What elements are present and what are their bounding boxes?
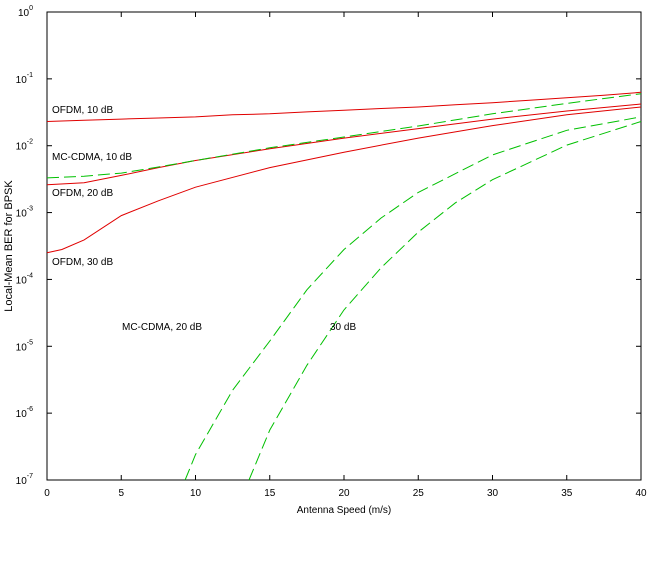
x-tick-label: 20 (338, 488, 350, 499)
series-line (46, 106, 642, 254)
series-line (46, 93, 642, 179)
y-axis-label: Local-Mean BER for BPSK (3, 180, 15, 312)
y-tick-exponent: -4 (27, 272, 33, 279)
x-tick-label: 35 (561, 488, 573, 499)
y-tick-label: 10-5 (16, 339, 33, 353)
y-tick-label: 10-7 (16, 473, 33, 487)
y-tick-exponent: -6 (27, 406, 33, 413)
x-tick-label: 5 (118, 488, 124, 499)
y-tick-label: 10-1 (16, 72, 33, 86)
y-tick-base: 10 (16, 342, 28, 353)
x-tick-label: 10 (190, 488, 202, 499)
plot-frame (46, 11, 642, 481)
x-tick-label: 40 (635, 488, 647, 499)
annotation: MC-CDMA, 10 dB (52, 152, 132, 163)
y-tick-label: 10-4 (16, 272, 33, 286)
series-line (46, 103, 642, 186)
y-tick-exponent: -1 (27, 72, 33, 79)
y-tick-base: 10 (16, 476, 28, 487)
y-tick-base: 10 (16, 209, 28, 220)
y-tick-base: 10 (18, 8, 30, 19)
annotation: 30 dB (330, 322, 356, 333)
series-line (248, 121, 642, 481)
x-tick-label: 30 (487, 488, 499, 499)
annotation: OFDM, 30 dB (52, 257, 113, 268)
x-tick-label: 15 (264, 488, 276, 499)
y-tick-base: 10 (16, 409, 28, 420)
annotation: OFDM, 20 dB (52, 188, 113, 199)
series-line (46, 91, 642, 122)
x-axis-label: Antenna Speed (m/s) (297, 505, 392, 516)
y-tick-exponent: -5 (27, 339, 33, 346)
y-tick-base: 10 (16, 142, 28, 153)
annotation: OFDM, 10 dB (52, 105, 113, 116)
y-tick-label: 10-6 (16, 406, 33, 420)
y-tick-exponent: -7 (27, 473, 33, 480)
y-tick-exponent: -2 (27, 139, 33, 146)
y-tick-base: 10 (16, 275, 28, 286)
y-tick-label: 10-3 (16, 206, 33, 220)
annotation: MC-CDMA, 20 dB (122, 322, 202, 333)
y-tick-label: 100 (18, 5, 33, 19)
y-tick-base: 10 (16, 75, 28, 86)
x-tick-label: 25 (413, 488, 425, 499)
y-tick-exponent: -3 (27, 206, 33, 213)
y-tick-label: 10-2 (16, 139, 33, 153)
x-tick-label: 0 (44, 488, 50, 499)
series-line (184, 116, 642, 481)
y-tick-exponent: 0 (29, 5, 33, 12)
